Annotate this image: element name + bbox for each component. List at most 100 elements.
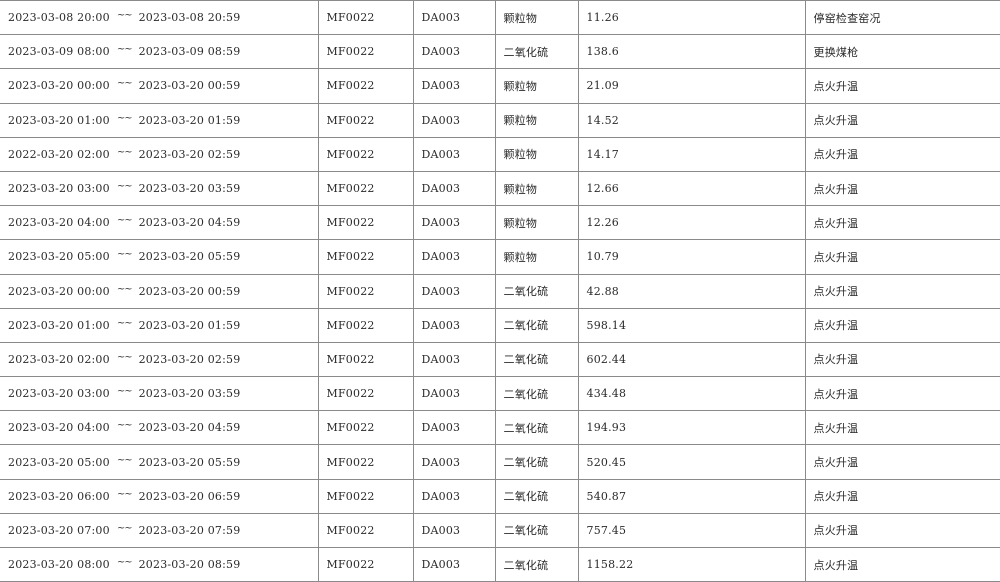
period-start: 2023-03-20 08:00 xyxy=(8,558,110,572)
cell-device-code: DA003 xyxy=(412,239,496,275)
cell-facility-code: MF0022 xyxy=(317,444,414,480)
cell-measured-value: 14.52 xyxy=(577,102,806,138)
period-end: 2023-03-20 04:59 xyxy=(138,216,241,230)
cell-time-period: 2023-03-20 02:00 ~~ 2023-03-20 02:59 xyxy=(0,341,319,378)
cell-device-code: DA003 xyxy=(412,102,496,138)
period-separator-icon: ~~ xyxy=(116,44,133,56)
table-row[interactable]: 2023-03-20 07:00 ~~ 2023-03-20 07:59 MF0022… xyxy=(0,512,1000,549)
cell-time-period: 2023-03-20 06:00 ~~ 2023-03-20 06:59 xyxy=(0,478,319,514)
period-start: 2023-03-20 03:00 xyxy=(8,387,110,401)
cell-reason: 点火升温 xyxy=(804,170,1000,207)
period-start: 2023-03-09 08:00 xyxy=(8,45,110,59)
cell-time-period: 2023-03-20 05:00 ~~ 2023-03-20 05:59 xyxy=(0,444,319,480)
cell-device-code: DA003 xyxy=(412,307,496,343)
cell-device-code: DA003 xyxy=(412,205,496,241)
period-start: 2023-03-20 06:00 xyxy=(8,489,110,503)
cell-reason: 点火升温 xyxy=(804,444,1000,480)
period-separator-icon: ~~ xyxy=(116,488,133,500)
cell-time-period: 2023-03-20 03:00 ~~ 2023-03-20 03:59 xyxy=(0,170,319,207)
cell-measured-value: 12.26 xyxy=(577,205,806,241)
cell-facility-code: MF0022 xyxy=(317,68,414,104)
cell-reason: 点火升温 xyxy=(804,546,1000,582)
table-row[interactable]: 2023-03-20 05:00 ~~ 2023-03-20 05:59 MF0022… xyxy=(0,444,1000,480)
cell-reason: 点火升温 xyxy=(804,376,1000,412)
cell-reason: 点火升温 xyxy=(804,341,1000,378)
period-end: 2023-03-20 00:59 xyxy=(138,79,241,93)
period-start: 2023-03-20 02:00 xyxy=(8,352,110,366)
cell-pollutant: 颗粒物 xyxy=(494,239,579,275)
period-end: 2023-03-20 08:59 xyxy=(138,558,241,572)
period-end: 2023-03-20 03:59 xyxy=(138,387,241,401)
period-end: 2023-03-20 07:59 xyxy=(138,523,241,537)
table-row[interactable]: 2023-03-08 20:00 ~~ 2023-03-08 20:59 MF0022… xyxy=(0,0,1000,36)
table-row[interactable]: 2023-03-20 02:00 ~~ 2023-03-20 02:59 MF0022… xyxy=(0,341,1000,378)
period-separator-icon: ~~ xyxy=(116,112,133,124)
period-end: 2023-03-20 02:59 xyxy=(138,147,241,161)
period-start: 2023-03-20 00:00 xyxy=(8,79,110,93)
cell-measured-value: 10.79 xyxy=(577,239,806,275)
cell-pollutant: 颗粒物 xyxy=(494,68,579,104)
cell-device-code: DA003 xyxy=(412,34,496,70)
cell-facility-code: MF0022 xyxy=(317,341,414,378)
cell-time-period: 2023-03-20 00:00 ~~ 2023-03-20 00:59 xyxy=(0,68,319,104)
cell-pollutant: 二氧化硫 xyxy=(494,307,579,343)
period-separator-icon: ~~ xyxy=(116,420,133,432)
period-separator-icon: ~~ xyxy=(116,351,133,363)
cell-time-period: 2023-03-20 08:00 ~~ 2023-03-20 08:59 xyxy=(0,546,319,582)
cell-reason: 点火升温 xyxy=(804,512,1000,549)
period-end: 2023-03-20 05:59 xyxy=(138,250,241,264)
table-row[interactable]: 2023-03-20 04:00 ~~ 2023-03-20 04:59 MF0022… xyxy=(0,205,1000,241)
cell-facility-code: MF0022 xyxy=(317,0,414,36)
cell-measured-value: 11.26 xyxy=(577,0,806,36)
table-row[interactable]: 2022-03-20 02:00 ~~ 2023-03-20 02:59 MF0022… xyxy=(0,136,1000,172)
period-separator-icon: ~~ xyxy=(116,317,133,329)
cell-pollutant: 二氧化硫 xyxy=(494,512,579,549)
table-row[interactable]: 2023-03-20 05:00 ~~ 2023-03-20 05:59 MF0022… xyxy=(0,239,1000,275)
cell-pollutant: 二氧化硫 xyxy=(494,273,579,309)
cell-measured-value: 194.93 xyxy=(577,410,806,446)
cell-pollutant: 颗粒物 xyxy=(494,170,579,207)
cell-device-code: DA003 xyxy=(412,341,496,378)
cell-reason: 停窑检查窑况 xyxy=(804,0,1000,36)
cell-pollutant: 二氧化硫 xyxy=(494,410,579,446)
period-start: 2023-03-20 04:00 xyxy=(8,421,110,435)
cell-pollutant: 二氧化硫 xyxy=(494,34,579,70)
period-separator-icon: ~~ xyxy=(116,283,133,295)
cell-time-period: 2023-03-20 04:00 ~~ 2023-03-20 04:59 xyxy=(0,205,319,241)
cell-reason: 点火升温 xyxy=(804,307,1000,343)
period-start: 2023-03-20 00:00 xyxy=(8,284,110,298)
period-start: 2023-03-20 05:00 xyxy=(8,455,110,469)
period-separator-icon: ~~ xyxy=(116,557,133,569)
cell-device-code: DA003 xyxy=(412,0,496,36)
table-row[interactable]: 2023-03-20 08:00 ~~ 2023-03-20 08:59 MF0022… xyxy=(0,546,1000,582)
table-row[interactable]: 2023-03-20 00:00 ~~ 2023-03-20 00:59 MF0022… xyxy=(0,273,1000,309)
table-row[interactable]: 2023-03-20 00:00 ~~ 2023-03-20 00:59 MF0022… xyxy=(0,68,1000,104)
table-row[interactable]: 2023-03-20 04:00 ~~ 2023-03-20 04:59 MF0022… xyxy=(0,410,1000,446)
period-end: 2023-03-20 05:59 xyxy=(138,455,241,469)
period-start: 2023-03-20 05:00 xyxy=(8,250,110,264)
cell-measured-value: 757.45 xyxy=(577,512,806,549)
period-end: 2023-03-20 02:59 xyxy=(138,352,241,366)
period-start: 2023-03-20 04:00 xyxy=(8,216,110,230)
cell-reason: 点火升温 xyxy=(804,478,1000,514)
period-start: 2023-03-20 03:00 xyxy=(8,182,110,196)
table-row[interactable]: 2023-03-20 06:00 ~~ 2023-03-20 06:59 MF0022… xyxy=(0,478,1000,514)
period-separator-icon: ~~ xyxy=(116,78,133,90)
table-row[interactable]: 2023-03-20 03:00 ~~ 2023-03-20 03:59 MF0022… xyxy=(0,376,1000,412)
cell-facility-code: MF0022 xyxy=(317,376,414,412)
cell-measured-value: 12.66 xyxy=(577,170,806,207)
period-start: 2023-03-20 01:00 xyxy=(8,318,110,332)
cell-time-period: 2023-03-20 07:00 ~~ 2023-03-20 07:59 xyxy=(0,512,319,549)
table-row[interactable]: 2023-03-09 08:00 ~~ 2023-03-09 08:59 MF0022… xyxy=(0,34,1000,70)
cell-time-period: 2023-03-20 05:00 ~~ 2023-03-20 05:59 xyxy=(0,239,319,275)
cell-device-code: DA003 xyxy=(412,170,496,207)
cell-reason: 更换煤枪 xyxy=(804,34,1000,70)
cell-measured-value: 602.44 xyxy=(577,341,806,378)
cell-pollutant: 二氧化硫 xyxy=(494,478,579,514)
table-row[interactable]: 2023-03-20 01:00 ~~ 2023-03-20 01:59 MF0022… xyxy=(0,307,1000,343)
table-row[interactable]: 2023-03-20 01:00 ~~ 2023-03-20 01:59 MF0022… xyxy=(0,102,1000,138)
cell-device-code: DA003 xyxy=(412,512,496,549)
table-row[interactable]: 2023-03-20 03:00 ~~ 2023-03-20 03:59 MF0022… xyxy=(0,170,1000,207)
cell-facility-code: MF0022 xyxy=(317,410,414,446)
period-end: 2023-03-20 04:59 xyxy=(138,421,241,435)
